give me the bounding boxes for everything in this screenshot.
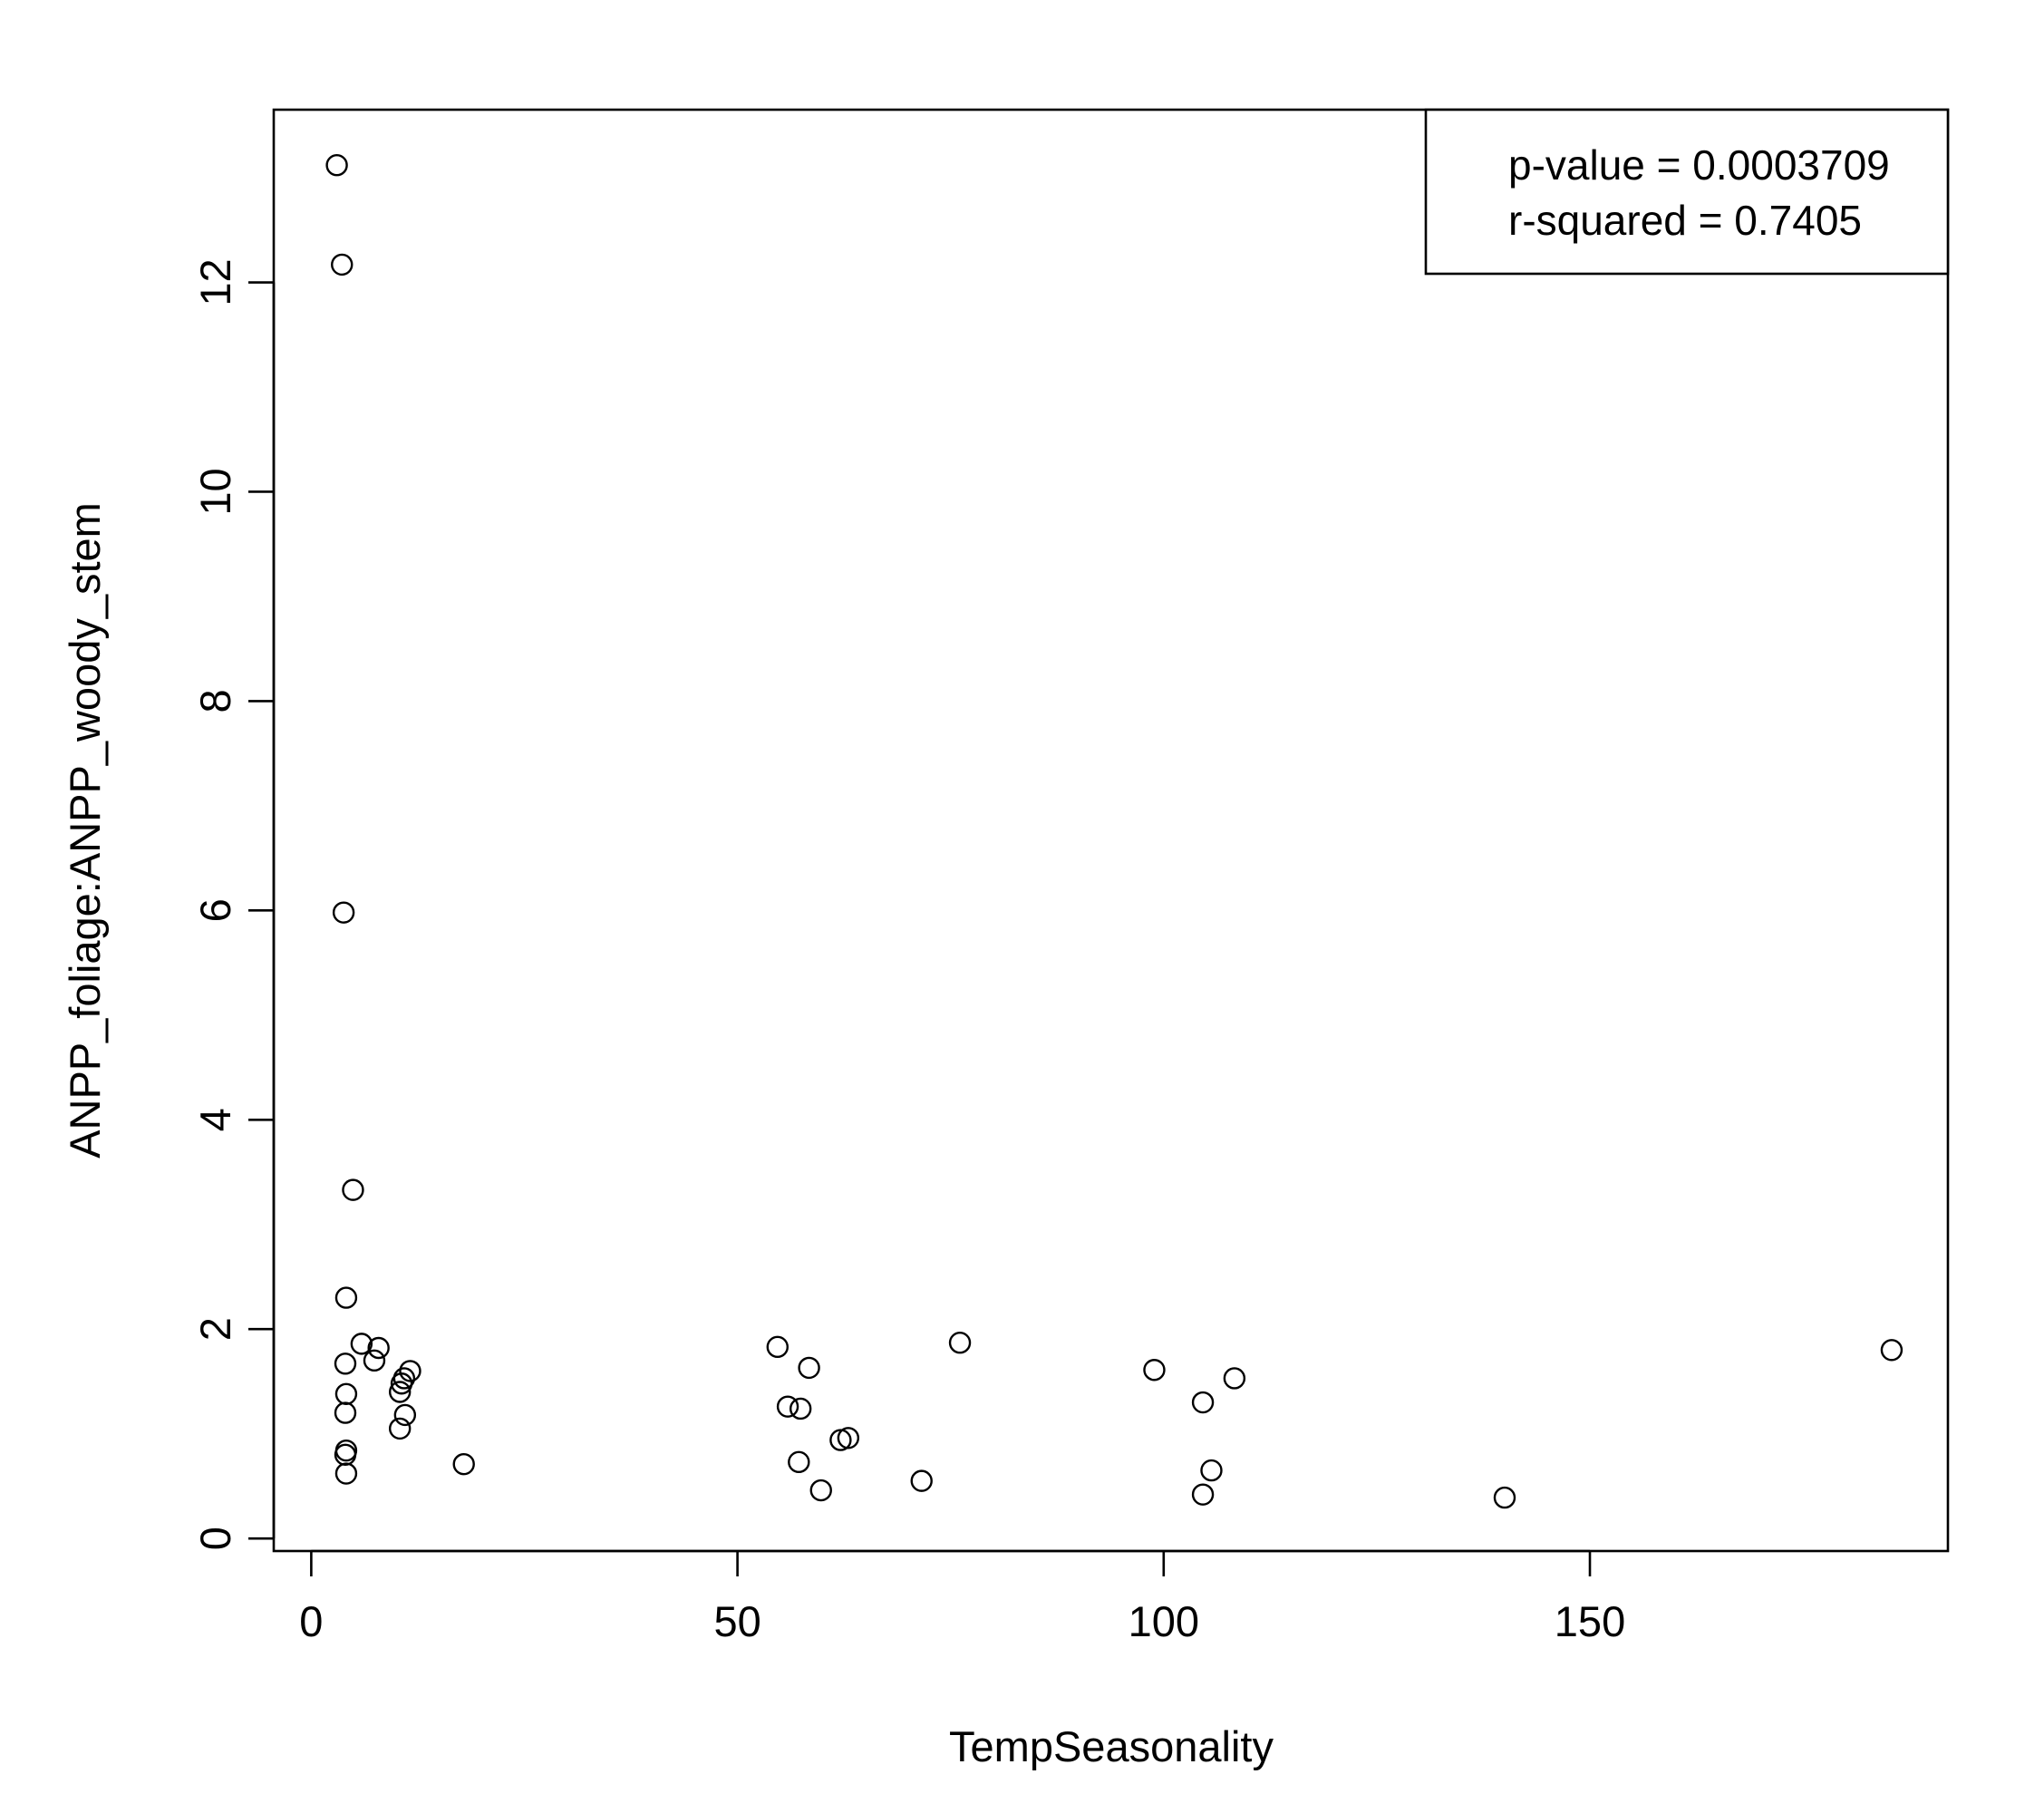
y-tick-label: 6 bbox=[191, 898, 239, 922]
data-point bbox=[1223, 1367, 1246, 1390]
plot-frame bbox=[272, 108, 1950, 1553]
data-point bbox=[910, 1469, 933, 1492]
data-point bbox=[1493, 1486, 1516, 1509]
y-axis: 0 2 4 6 8 10 12 bbox=[191, 258, 276, 1550]
data-point bbox=[1191, 1391, 1215, 1414]
data-point bbox=[334, 1401, 357, 1424]
data-point bbox=[766, 1335, 789, 1359]
x-tick-label: 50 bbox=[713, 1597, 760, 1645]
x-axis-label: TempSeasonality bbox=[949, 1722, 1274, 1770]
data-point bbox=[393, 1403, 417, 1427]
data-point bbox=[788, 1450, 810, 1474]
data-point bbox=[363, 1349, 386, 1372]
data-point bbox=[1143, 1359, 1166, 1382]
y-tick-label: 4 bbox=[191, 1108, 239, 1131]
x-tick-label: 100 bbox=[1129, 1597, 1199, 1645]
legend-line-r-squared: r-squared = 0.7405 bbox=[1508, 197, 1862, 244]
data-point bbox=[837, 1427, 860, 1449]
data-point bbox=[948, 1332, 972, 1354]
x-axis: 0 50 100 150 bbox=[299, 1549, 1625, 1645]
data-point bbox=[334, 1443, 357, 1466]
x-tick-label: 0 bbox=[299, 1597, 323, 1645]
data-point bbox=[350, 1333, 373, 1355]
legend-box: p-value = 0.0003709 r-squared = 0.7405 bbox=[1424, 108, 1950, 276]
y-tick-label: 0 bbox=[191, 1527, 239, 1550]
data-point bbox=[334, 1382, 358, 1405]
data-points bbox=[325, 153, 1904, 1509]
x-tick-label: 150 bbox=[1555, 1597, 1625, 1645]
y-tick-label: 10 bbox=[191, 468, 239, 515]
data-point bbox=[334, 1286, 358, 1309]
data-point bbox=[334, 1352, 357, 1375]
data-point bbox=[798, 1356, 820, 1380]
y-axis-label: ANPP_foliage:ANPP_woody_stem bbox=[61, 502, 109, 1159]
data-point bbox=[809, 1479, 832, 1502]
data-point bbox=[325, 153, 348, 177]
data-point bbox=[388, 1417, 412, 1440]
data-point bbox=[452, 1452, 475, 1476]
legend-line-p-value: p-value = 0.0003709 bbox=[1508, 141, 1890, 189]
data-point bbox=[367, 1336, 390, 1360]
data-point bbox=[331, 253, 354, 276]
data-point bbox=[789, 1397, 812, 1420]
data-point bbox=[334, 1462, 358, 1485]
data-point bbox=[332, 901, 355, 924]
data-point bbox=[334, 1439, 358, 1462]
y-tick-label: 8 bbox=[191, 689, 239, 713]
data-point bbox=[388, 1381, 412, 1403]
y-tick-label: 2 bbox=[191, 1317, 239, 1341]
data-point bbox=[1191, 1483, 1215, 1506]
data-point bbox=[390, 1372, 413, 1395]
data-point bbox=[1200, 1459, 1223, 1482]
data-point bbox=[1880, 1339, 1904, 1362]
data-point bbox=[342, 1178, 364, 1201]
y-tick-label: 12 bbox=[191, 258, 239, 305]
data-point bbox=[776, 1395, 799, 1418]
